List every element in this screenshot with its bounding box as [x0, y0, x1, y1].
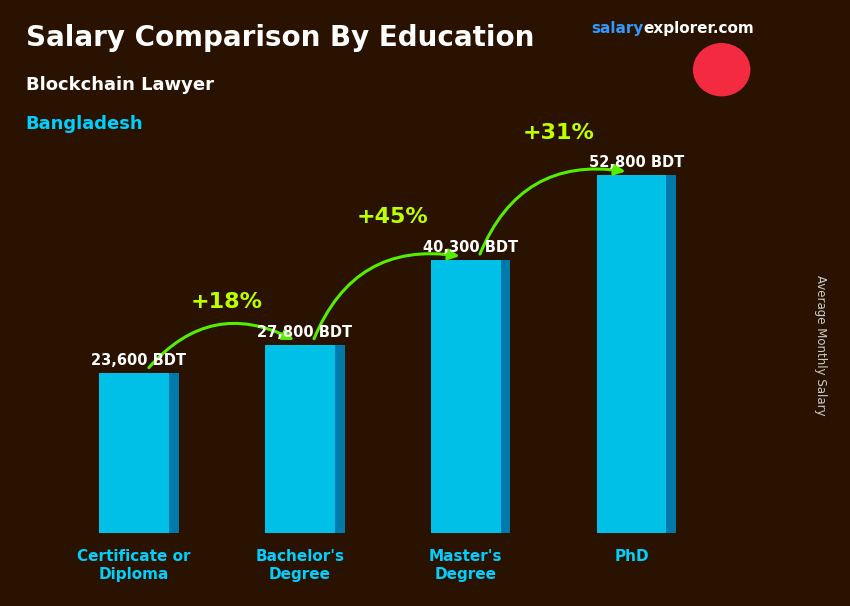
- Text: Average Monthly Salary: Average Monthly Salary: [813, 275, 827, 416]
- Text: +31%: +31%: [523, 122, 594, 142]
- Polygon shape: [99, 373, 168, 533]
- Circle shape: [694, 44, 750, 96]
- Polygon shape: [335, 345, 344, 533]
- Text: 52,800 BDT: 52,800 BDT: [589, 155, 684, 170]
- Text: Salary Comparison By Education: Salary Comparison By Education: [26, 24, 534, 52]
- Polygon shape: [431, 260, 501, 533]
- FancyArrowPatch shape: [314, 250, 456, 339]
- Text: 40,300 BDT: 40,300 BDT: [423, 240, 518, 255]
- FancyArrowPatch shape: [149, 324, 291, 368]
- Text: +18%: +18%: [190, 292, 263, 312]
- Text: Blockchain Lawyer: Blockchain Lawyer: [26, 76, 213, 94]
- Text: salary: salary: [591, 21, 643, 36]
- Polygon shape: [666, 176, 677, 533]
- Text: 27,800 BDT: 27,800 BDT: [258, 324, 352, 339]
- Polygon shape: [597, 176, 666, 533]
- FancyArrowPatch shape: [480, 165, 622, 254]
- Text: 23,600 BDT: 23,600 BDT: [91, 353, 186, 368]
- Text: explorer.com: explorer.com: [643, 21, 754, 36]
- Text: Bangladesh: Bangladesh: [26, 115, 143, 133]
- Text: +45%: +45%: [357, 207, 428, 227]
- Polygon shape: [265, 345, 335, 533]
- Polygon shape: [501, 260, 511, 533]
- Polygon shape: [168, 373, 178, 533]
